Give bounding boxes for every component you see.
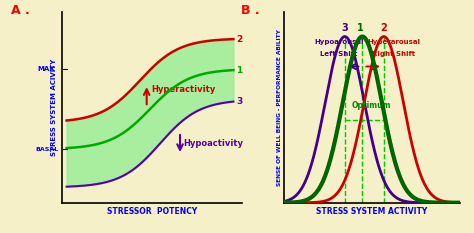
X-axis label: STRESS SYSTEM ACTIVITY: STRESS SYSTEM ACTIVITY — [317, 207, 428, 216]
Text: 3: 3 — [341, 23, 348, 33]
Text: 1: 1 — [357, 23, 364, 33]
Text: Left Shift: Left Shift — [320, 51, 358, 57]
Text: Hypoarousal: Hypoarousal — [314, 39, 364, 45]
Text: A .: A . — [11, 4, 30, 17]
X-axis label: STRESSOR  POTENCY: STRESSOR POTENCY — [107, 207, 197, 216]
Text: 1: 1 — [236, 66, 242, 75]
Text: 2: 2 — [236, 35, 242, 44]
Text: BASAL: BASAL — [35, 147, 58, 152]
Text: 3: 3 — [236, 97, 242, 106]
Y-axis label: SENSE OF WELL BEING - PERFORMANCE ABILITY: SENSE OF WELL BEING - PERFORMANCE ABILIT… — [277, 29, 282, 186]
Text: B .: B . — [240, 4, 259, 17]
Text: MAX: MAX — [38, 66, 55, 72]
Y-axis label: STRESS SYSTEM ACIVITY: STRESS SYSTEM ACIVITY — [52, 58, 57, 156]
Text: Hyperactivity: Hyperactivity — [152, 86, 216, 95]
Text: Optimum: Optimum — [351, 101, 391, 110]
Text: Hyperarousal: Hyperarousal — [367, 39, 420, 45]
Text: Hypoactivity: Hypoactivity — [183, 139, 243, 148]
Text: Right Shift: Right Shift — [372, 51, 415, 57]
Text: 2: 2 — [381, 23, 387, 33]
